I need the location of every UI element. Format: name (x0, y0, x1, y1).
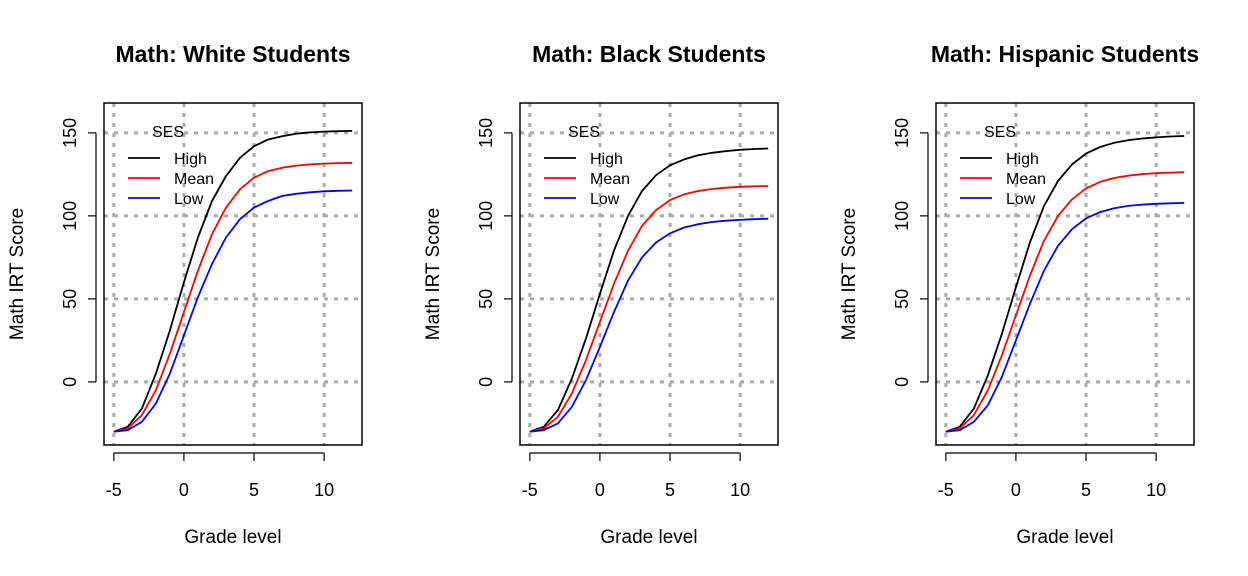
chart-title: Math: White Students (115, 41, 350, 67)
chart-panel-2: Math: Black Students-5 0 5 10050100150Grade… (423, 41, 779, 548)
x-axis-label: Grade level (184, 527, 281, 548)
series-line-high (945, 135, 1185, 433)
chart-panel-3: Math: Hispanic Students-5 0 5 10050100150Gr… (839, 41, 1199, 548)
legend-label-low: Low (174, 191, 204, 208)
x-tick-label: 10 (314, 480, 334, 500)
y-tick-label: 0 (476, 377, 496, 387)
x-tick-label: 10 (730, 480, 750, 500)
x-tick-label: -5 (522, 480, 538, 500)
legend-label-mean: Mean (1006, 171, 1046, 188)
plot-frame (935, 102, 1195, 446)
y-tick-label: 100 (476, 201, 496, 231)
legend-title: SES (984, 124, 1016, 141)
series-line-mean (113, 161, 353, 433)
y-tick-label: 150 (60, 118, 80, 148)
y-tick-label: 0 (60, 377, 80, 387)
y-axis-label: Math IRT Score (839, 208, 860, 340)
x-tick-label: 10 (1146, 480, 1166, 500)
legend-label-high: High (590, 151, 623, 168)
series-line-high (529, 147, 769, 433)
y-tick-label: 100 (60, 201, 80, 231)
legend: SES High Mean Low (960, 124, 1046, 208)
x-axis-label: Grade level (600, 527, 697, 548)
y-tick-label: 100 (892, 201, 912, 231)
y-tick-label: 50 (476, 289, 496, 309)
y-tick-label: 150 (476, 118, 496, 148)
legend-label-mean: Mean (174, 171, 214, 188)
x-tick-label: -5 (938, 480, 954, 500)
y-tick-label: 50 (60, 289, 80, 309)
x-tick-label: 0 (595, 480, 605, 500)
x-tick-label: 0 (1011, 480, 1021, 500)
x-axis-label: Grade level (1016, 527, 1113, 548)
legend: SES High Mean Low (544, 124, 630, 208)
series-line-mean (945, 171, 1185, 433)
x-tick-label: 5 (249, 480, 259, 500)
series-line-low (945, 202, 1185, 433)
chart-panel-1: Math: White Students-5 0 5 10050100150Grade… (7, 41, 363, 548)
legend-label-high: High (174, 151, 207, 168)
x-tick-label: 5 (665, 480, 675, 500)
legend-label-low: Low (590, 191, 620, 208)
chart-title: Math: Black Students (532, 41, 766, 67)
y-axis-label: Math IRT Score (7, 208, 28, 340)
series-line-high (113, 130, 353, 433)
y-tick-label: 150 (892, 118, 912, 148)
legend: SES High Mean Low (128, 124, 214, 208)
legend-label-mean: Mean (590, 171, 630, 188)
chart-title: Math: Hispanic Students (931, 41, 1199, 67)
plot-frame (103, 102, 363, 446)
legend-title: SES (568, 124, 600, 141)
legend-title: SES (152, 124, 184, 141)
plot-frame (519, 102, 779, 446)
legend-label-low: Low (1006, 191, 1036, 208)
series-line-low (113, 189, 353, 433)
x-tick-label: 5 (1081, 480, 1091, 500)
x-tick-label: -5 (106, 480, 122, 500)
y-axis-label: Math IRT Score (423, 208, 444, 340)
y-tick-label: 50 (892, 289, 912, 309)
legend-label-high: High (1006, 151, 1039, 168)
series-line-low (529, 217, 769, 433)
y-tick-label: 0 (892, 377, 912, 387)
series-line-mean (529, 185, 769, 433)
x-tick-label: 0 (179, 480, 189, 500)
